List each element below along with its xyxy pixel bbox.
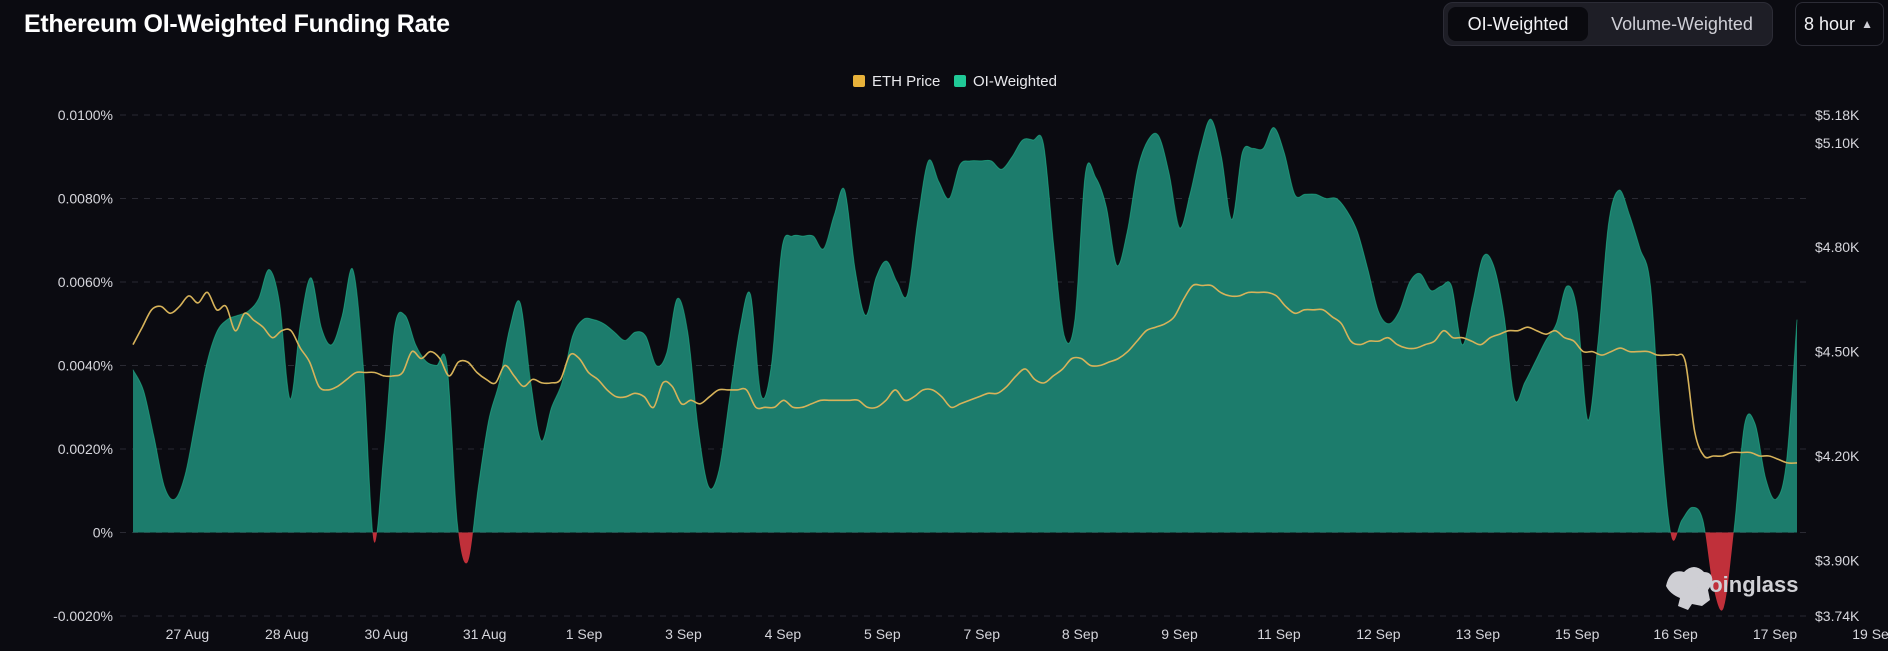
y-left-tick-label: -0.0020% (53, 608, 113, 624)
eth-price-line (132, 283, 1798, 464)
x-tick-label: 31 Aug (463, 626, 507, 642)
x-tick-label: 15 Sep (1555, 626, 1600, 642)
y-right-tick-label: $5.18K (1815, 107, 1860, 123)
x-tick-label: 16 Sep (1653, 626, 1698, 642)
legend-swatch (853, 75, 865, 87)
x-tick-label: 12 Sep (1356, 626, 1401, 642)
legend-label[interactable]: OI-Weighted (973, 73, 1057, 90)
y-right-tick-label: $4.80K (1815, 239, 1860, 255)
y-left-tick-label: 0.0100% (58, 107, 113, 123)
legend: ETH Price OI-Weighted (853, 73, 1057, 90)
x-tick-label: 5 Sep (864, 626, 901, 642)
y-right-tick-label: $4.20K (1815, 448, 1860, 464)
x-tick-label: 28 Aug (265, 626, 309, 642)
watermark-text: coinglass (1697, 572, 1798, 597)
volume-weighted-option[interactable]: Volume-Weighted (1611, 14, 1753, 34)
y-left-tick-label: 0.0020% (58, 441, 113, 457)
y-right-tick-label: $3.90K (1815, 552, 1860, 568)
oi-weighted-line (132, 118, 1798, 533)
x-tick-label: 19 Sep (1852, 626, 1888, 642)
interval-select[interactable]: 8 hour ▲ (1795, 2, 1884, 46)
chevron-updown-icon: ▲ (1861, 17, 1873, 31)
legend-swatch (954, 75, 966, 87)
oi-weighted-area (132, 118, 1798, 611)
y-right-tick-label: $4.50K (1815, 344, 1860, 360)
weighting-toggle: OI-Weighted Volume-Weighted (1443, 2, 1773, 46)
page-title: Ethereum OI-Weighted Funding Rate (24, 10, 450, 38)
x-tick-label: 17 Sep (1753, 626, 1798, 642)
coinglass-logo-icon (1666, 567, 1713, 610)
oi-weighted-option[interactable]: OI-Weighted (1448, 7, 1588, 41)
y-left-tick-label: 0.0060% (58, 274, 113, 290)
x-tick-label: 13 Sep (1456, 626, 1501, 642)
x-tick-label: 3 Sep (665, 626, 702, 642)
y-left-tick-label: 0.0080% (58, 191, 113, 207)
positive-area (133, 119, 1797, 533)
x-tick-label: 1 Sep (566, 626, 603, 642)
x-axis: 27 Aug 28 Aug 30 Aug 31 Aug 1 Sep 3 Sep 4 Sep 5… (166, 626, 1888, 642)
y-right-tick-label: $5.10K (1815, 135, 1860, 151)
x-tick-label: 30 Aug (364, 626, 408, 642)
y-right-tick-label: $3.74K (1815, 608, 1860, 624)
eth-price-series (132, 283, 1798, 464)
legend-label[interactable]: ETH Price (872, 73, 940, 90)
interval-value: 8 hour (1804, 14, 1856, 34)
y-axis-right: $5.18K $5.10K $4.80K $4.50K $4.20K $3.90K $3.7… (1815, 107, 1860, 624)
x-tick-label: 11 Sep (1257, 626, 1301, 642)
y-left-tick-label: 0.0040% (58, 358, 113, 374)
coinglass-watermark: coinglass (1666, 567, 1798, 610)
x-tick-label: 9 Sep (1161, 626, 1198, 642)
x-tick-label: 8 Sep (1062, 626, 1099, 642)
x-tick-label: 27 Aug (166, 626, 210, 642)
x-tick-label: 4 Sep (765, 626, 802, 642)
x-tick-label: 7 Sep (963, 626, 1000, 642)
y-left-tick-label: 0% (93, 525, 113, 541)
y-axis-left: 0.0100% 0.0080% 0.0060% 0.0040% 0.0020% 0% -0.… (53, 107, 113, 624)
